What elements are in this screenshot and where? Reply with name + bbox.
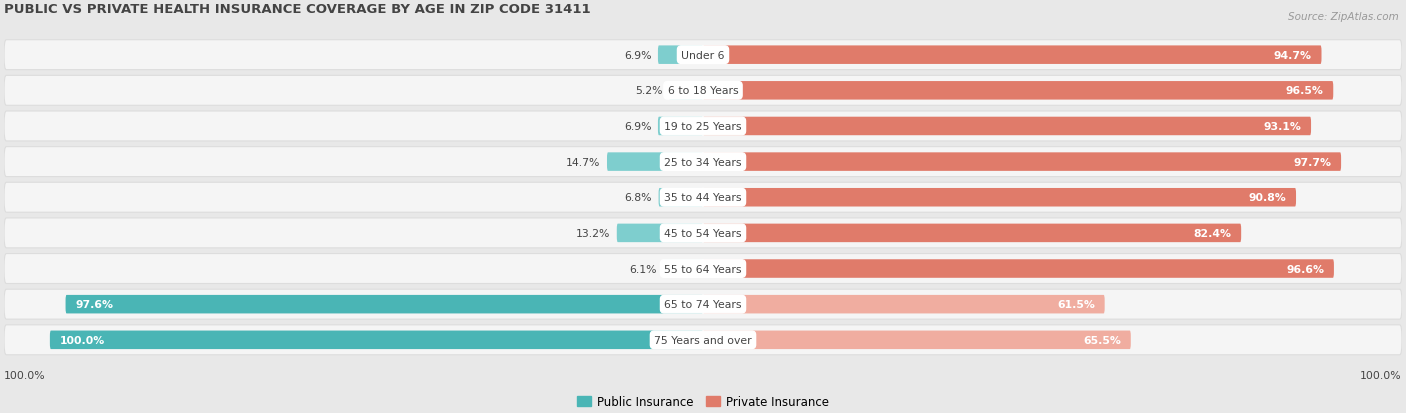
Text: 45 to 54 Years: 45 to 54 Years	[664, 228, 742, 238]
Text: 25 to 34 Years: 25 to 34 Years	[664, 157, 742, 167]
Legend: Public Insurance, Private Insurance: Public Insurance, Private Insurance	[572, 390, 834, 413]
FancyBboxPatch shape	[607, 153, 703, 171]
Text: 82.4%: 82.4%	[1194, 228, 1232, 238]
Text: 55 to 64 Years: 55 to 64 Years	[664, 264, 742, 274]
Text: Source: ZipAtlas.com: Source: ZipAtlas.com	[1288, 12, 1399, 22]
FancyBboxPatch shape	[703, 153, 1341, 171]
FancyBboxPatch shape	[4, 112, 1402, 142]
Text: 6.8%: 6.8%	[624, 193, 652, 203]
Text: 97.6%: 97.6%	[76, 299, 114, 309]
FancyBboxPatch shape	[49, 331, 703, 349]
Text: 35 to 44 Years: 35 to 44 Years	[664, 193, 742, 203]
Text: 100.0%: 100.0%	[1360, 370, 1402, 380]
FancyBboxPatch shape	[664, 260, 703, 278]
Text: 94.7%: 94.7%	[1274, 50, 1312, 61]
FancyBboxPatch shape	[703, 82, 1333, 100]
Text: 5.2%: 5.2%	[636, 86, 662, 96]
FancyBboxPatch shape	[703, 224, 1241, 242]
Text: 96.5%: 96.5%	[1285, 86, 1323, 96]
Text: 65 to 74 Years: 65 to 74 Years	[664, 299, 742, 309]
FancyBboxPatch shape	[4, 76, 1402, 106]
Text: 6.9%: 6.9%	[624, 122, 651, 132]
FancyBboxPatch shape	[703, 331, 1130, 349]
Text: 19 to 25 Years: 19 to 25 Years	[664, 122, 742, 132]
Text: 96.6%: 96.6%	[1286, 264, 1324, 274]
FancyBboxPatch shape	[703, 260, 1334, 278]
FancyBboxPatch shape	[703, 46, 1322, 65]
Text: 75 Years and over: 75 Years and over	[654, 335, 752, 345]
FancyBboxPatch shape	[658, 188, 703, 207]
Text: 100.0%: 100.0%	[4, 370, 46, 380]
FancyBboxPatch shape	[4, 290, 1402, 319]
FancyBboxPatch shape	[4, 325, 1402, 355]
Text: 61.5%: 61.5%	[1057, 299, 1095, 309]
FancyBboxPatch shape	[4, 254, 1402, 284]
FancyBboxPatch shape	[617, 224, 703, 242]
Text: 100.0%: 100.0%	[59, 335, 105, 345]
Text: 6.1%: 6.1%	[628, 264, 657, 274]
Text: PUBLIC VS PRIVATE HEALTH INSURANCE COVERAGE BY AGE IN ZIP CODE 31411: PUBLIC VS PRIVATE HEALTH INSURANCE COVER…	[4, 3, 591, 17]
FancyBboxPatch shape	[66, 295, 703, 314]
Text: 13.2%: 13.2%	[576, 228, 610, 238]
FancyBboxPatch shape	[669, 82, 703, 100]
FancyBboxPatch shape	[703, 117, 1310, 136]
FancyBboxPatch shape	[703, 295, 1105, 314]
FancyBboxPatch shape	[658, 46, 703, 65]
FancyBboxPatch shape	[4, 183, 1402, 213]
FancyBboxPatch shape	[4, 218, 1402, 248]
Text: 6 to 18 Years: 6 to 18 Years	[668, 86, 738, 96]
Text: 93.1%: 93.1%	[1264, 122, 1302, 132]
FancyBboxPatch shape	[4, 147, 1402, 177]
FancyBboxPatch shape	[658, 117, 703, 136]
Text: 65.5%: 65.5%	[1083, 335, 1121, 345]
FancyBboxPatch shape	[703, 188, 1296, 207]
Text: Under 6: Under 6	[682, 50, 724, 61]
Text: 90.8%: 90.8%	[1249, 193, 1286, 203]
Text: 14.7%: 14.7%	[567, 157, 600, 167]
Text: 97.7%: 97.7%	[1294, 157, 1331, 167]
FancyBboxPatch shape	[4, 40, 1402, 71]
Text: 6.9%: 6.9%	[624, 50, 651, 61]
